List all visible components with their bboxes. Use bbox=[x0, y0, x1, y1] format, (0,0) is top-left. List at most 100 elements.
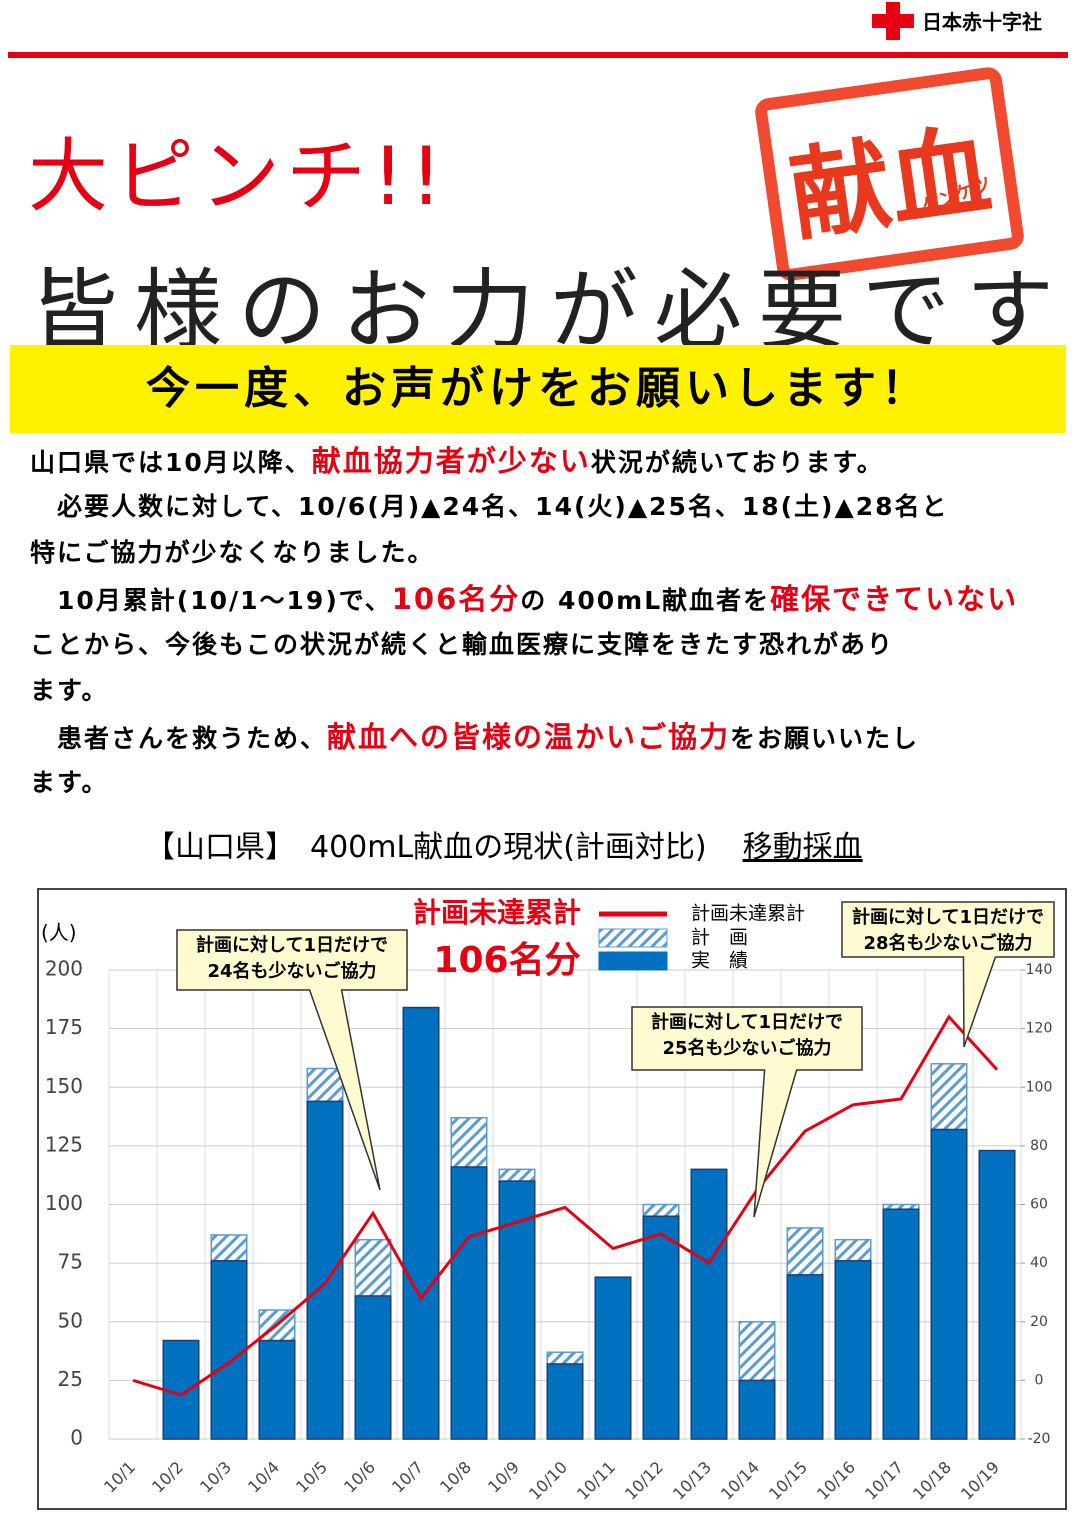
y2-tick-label: -20 bbox=[1028, 1431, 1051, 1447]
text-segment: ます。 bbox=[30, 768, 109, 797]
annotation: 計画未達累計 bbox=[413, 896, 581, 929]
main-title: 皆様のお力が必要です bbox=[30, 259, 1071, 362]
x-tick-label: 10/6 bbox=[340, 1458, 379, 1497]
y2-tick-label: 80 bbox=[1030, 1138, 1048, 1154]
stamp-text: 献血 bbox=[783, 111, 998, 256]
y-tick-label: 200 bbox=[45, 957, 83, 981]
org: 日本赤十字社 bbox=[922, 10, 1042, 34]
x-tick-label: 10/8 bbox=[436, 1458, 475, 1497]
chart-heading: 【山口県】 400mL献血の現状(計画対比) 移動採血 bbox=[145, 822, 863, 866]
bar bbox=[642, 1215, 680, 1440]
bar bbox=[498, 1180, 536, 1440]
x-tick-label: 10/7 bbox=[388, 1458, 427, 1497]
x-tick-label: 10/9 bbox=[484, 1458, 523, 1497]
text-line: ます。 bbox=[30, 668, 1070, 714]
callout-text: 計画に対して1日だけで bbox=[196, 934, 388, 956]
bar bbox=[594, 1276, 632, 1440]
callout bbox=[841, 901, 1055, 1048]
legend-swatch bbox=[598, 928, 668, 948]
bar bbox=[402, 1006, 440, 1440]
bar bbox=[354, 1295, 392, 1440]
chart-heading-link: 移動採血 bbox=[742, 830, 863, 865]
line bbox=[132, 1014, 999, 1397]
bar bbox=[306, 1100, 344, 1440]
y2-tick-label: 100 bbox=[1026, 1079, 1053, 1095]
bar bbox=[546, 1363, 584, 1440]
y-tick-label: 25 bbox=[58, 1367, 83, 1391]
y2-tick-label: 0 bbox=[1035, 1372, 1044, 1388]
x-tick-label: 10/2 bbox=[148, 1458, 187, 1497]
text-line: 必要人数に対して、10/6(月)▲24名、14(火)▲25名、18(土)▲28名… bbox=[30, 484, 1070, 530]
x-tick-label: 10/10 bbox=[525, 1458, 571, 1504]
x-tick-label: 10/14 bbox=[717, 1458, 763, 1504]
text-segment: 確保できていない bbox=[770, 582, 1019, 616]
body-text: 山口県では10月以降、献血協力者が少ない状況が続いております。 必要人数に対して… bbox=[30, 438, 1070, 806]
banner: 今一度、お声がけをお願いします！ bbox=[10, 345, 1066, 433]
x-tick-label: 10/11 bbox=[573, 1458, 619, 1504]
bar bbox=[738, 1379, 776, 1440]
x-tick-label: 10/13 bbox=[669, 1458, 715, 1504]
text-segment: ことから、今後もこの状況が続くと輸血医療に支障をきたす恐れがあり bbox=[30, 630, 895, 659]
text-line: 10月累計(10/1～19)で、106名分の 400mL献血者を確保できていない bbox=[30, 576, 1070, 622]
callout bbox=[631, 1006, 863, 1218]
y-tick-label: 125 bbox=[45, 1132, 83, 1156]
x-tick-label: 10/15 bbox=[765, 1458, 811, 1504]
bar bbox=[930, 1128, 968, 1440]
x-tick-label: 10/4 bbox=[244, 1458, 283, 1497]
rule bbox=[8, 52, 1068, 58]
x-tick-label: 10/3 bbox=[196, 1458, 235, 1497]
x-tick-label: 10/5 bbox=[292, 1458, 331, 1497]
x-tick-label: 10/19 bbox=[957, 1458, 1003, 1504]
y2-tick-label: 120 bbox=[1026, 1021, 1053, 1037]
bar bbox=[834, 1260, 872, 1440]
text-line: ことから、今後もこの状況が続くと輸血医療に支障をきたす恐れがあり bbox=[30, 622, 1070, 668]
bar bbox=[258, 1339, 296, 1440]
callout-text: 計画に対して1日だけで bbox=[651, 1011, 843, 1033]
y-tick-label: 175 bbox=[45, 1015, 83, 1039]
bar bbox=[882, 1208, 920, 1440]
text-segment: 状況が続いております。 bbox=[590, 448, 884, 477]
text-segment: 必要人数に対して、10/6(月)▲24名、14(火)▲25名、18(土)▲28名… bbox=[30, 492, 949, 521]
y-tick-label: 75 bbox=[58, 1250, 83, 1274]
y-tick-label: 50 bbox=[58, 1308, 83, 1332]
text-segment: 患者さんを救うため、 bbox=[30, 724, 328, 753]
text-line: ます。 bbox=[30, 760, 1070, 806]
legend-label: 計画未達累計 bbox=[691, 903, 805, 925]
text-segment: ます。 bbox=[30, 676, 109, 705]
headline: 大ピンチ!! bbox=[28, 130, 449, 223]
x-tick-label: 10/12 bbox=[621, 1458, 667, 1504]
text-segment: 特にご協力が少なくなりました。 bbox=[30, 538, 435, 567]
x-tick-label: 10/16 bbox=[813, 1458, 859, 1504]
bar bbox=[690, 1168, 728, 1440]
callout-text: 24名も少ないご協力 bbox=[207, 960, 376, 982]
bar bbox=[210, 1260, 248, 1440]
y-tick-label: 0 bbox=[70, 1426, 83, 1450]
text-line: 山口県では10月以降、献血協力者が少ない状況が続いております。 bbox=[30, 438, 1070, 484]
callout-text: 28名も少ないご協力 bbox=[863, 932, 1032, 954]
legend-label: 実 績 bbox=[691, 950, 748, 972]
text-segment: 山口県では10月以降、 bbox=[30, 448, 312, 477]
chart: 0 25 50 75 100 125 150 175 200 -20 0 20 40 60 80 100 120… bbox=[37, 888, 1067, 1510]
bar bbox=[450, 1166, 488, 1440]
text-segment: 106名分 bbox=[391, 582, 521, 616]
text-line: 特にご協力が少なくなりました。 bbox=[30, 530, 1070, 576]
text-segment: の 400mL献血者を bbox=[520, 586, 771, 615]
legend-swatch bbox=[598, 951, 668, 971]
y-axis-label: (人) bbox=[41, 921, 77, 945]
bar bbox=[978, 1149, 1016, 1440]
y-tick-label: 100 bbox=[45, 1191, 83, 1215]
text-segment: 10月累計(10/1～19)で、 bbox=[30, 586, 392, 615]
chart-heading-text: 【山口県】 400mL献血の現状(計画対比) bbox=[145, 830, 707, 865]
text-line: 患者さんを救うため、献血への皆様の温かいご協力をお願いいたし bbox=[30, 714, 1070, 760]
callout-text: 25名も少ないご協力 bbox=[662, 1037, 831, 1059]
y2-tick-label: 60 bbox=[1030, 1197, 1048, 1213]
bar bbox=[162, 1339, 200, 1440]
y2-tick-label: 140 bbox=[1026, 962, 1053, 978]
text-segment: 献血協力者が少ない bbox=[311, 444, 591, 478]
y2-tick-label: 20 bbox=[1030, 1314, 1048, 1330]
callout bbox=[176, 929, 408, 1191]
annotation: 106名分 bbox=[433, 940, 580, 981]
red-cross bbox=[872, 2, 914, 40]
x-tick-label: 10/1 bbox=[100, 1458, 139, 1497]
text-segment: をお願いいたし bbox=[730, 724, 920, 753]
